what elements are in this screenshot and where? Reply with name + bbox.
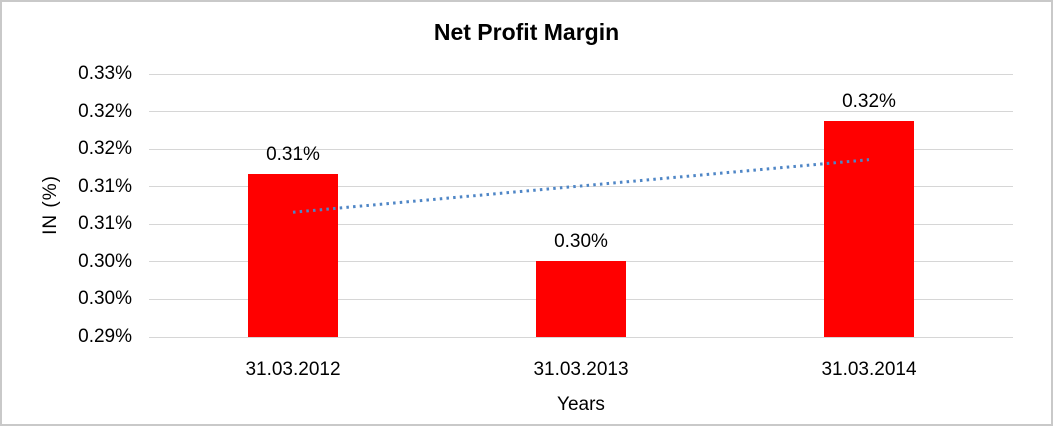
y-tick-label: 0.32% — [78, 138, 132, 160]
gridline — [149, 73, 1013, 75]
y-tick-label: 0.31% — [78, 175, 132, 197]
bar-31.03.2013 — [536, 261, 626, 337]
chart-title: Net Profit Margin — [433, 19, 620, 45]
y-tick-label: 0.30% — [78, 250, 132, 272]
bar-31.03.2014 — [824, 121, 914, 337]
bar-31.03.2012 — [248, 173, 338, 337]
y-tick-label: 0.29% — [78, 326, 132, 347]
gridline — [149, 148, 1013, 150]
x-axis-title: Years — [557, 394, 605, 415]
x-tick-label: 31.03.2012 — [245, 359, 341, 380]
y-tick-label: 0.31% — [78, 213, 132, 235]
x-tick-label: 31.03.2014 — [821, 359, 917, 380]
bar-value-label: 0.32% — [842, 91, 896, 113]
y-tick-label: 0.33% — [78, 63, 132, 84]
y-tick-label: 0.32% — [78, 100, 132, 122]
bar-value-label: 0.31% — [266, 143, 320, 165]
bar-value-label: 0.30% — [554, 231, 608, 253]
y-tick-label: 0.30% — [78, 288, 132, 310]
gridline — [149, 223, 1013, 225]
x-tick-label: 31.03.2013 — [533, 359, 629, 380]
gridline — [149, 111, 1013, 113]
gridline — [149, 336, 1013, 338]
